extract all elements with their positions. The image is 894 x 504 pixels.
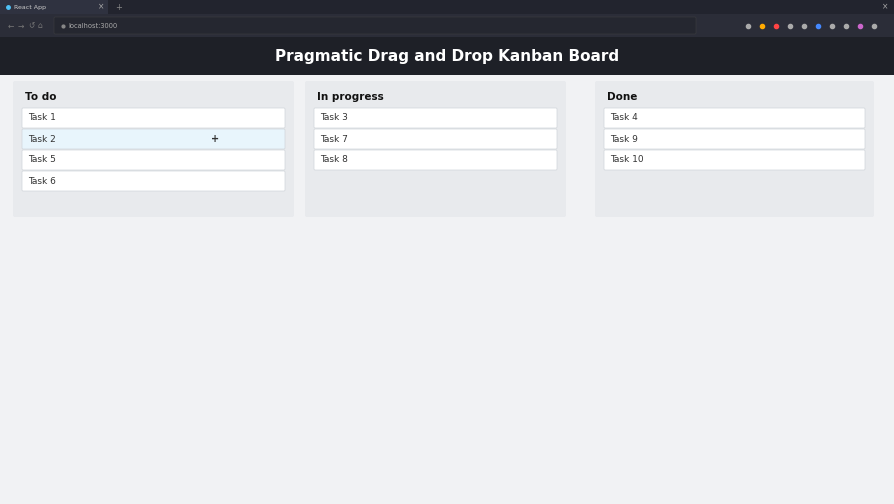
Text: Task 6: Task 6 xyxy=(28,176,55,185)
Bar xyxy=(0,0,894,14)
FancyBboxPatch shape xyxy=(22,171,284,191)
Text: To do: To do xyxy=(25,92,56,102)
Text: Task 1: Task 1 xyxy=(28,113,55,122)
Text: Task 3: Task 3 xyxy=(320,113,348,122)
Text: ←: ← xyxy=(8,22,14,31)
Text: Task 10: Task 10 xyxy=(610,156,643,164)
Text: React App: React App xyxy=(14,5,46,10)
FancyBboxPatch shape xyxy=(595,81,873,217)
FancyBboxPatch shape xyxy=(54,17,696,34)
FancyBboxPatch shape xyxy=(603,129,864,149)
FancyBboxPatch shape xyxy=(305,81,565,217)
Text: localhost:3000: localhost:3000 xyxy=(68,23,117,29)
Text: ↺: ↺ xyxy=(28,22,34,31)
FancyBboxPatch shape xyxy=(22,108,284,128)
Bar xyxy=(0,0,108,14)
Text: ⌂: ⌂ xyxy=(38,22,43,31)
FancyBboxPatch shape xyxy=(314,108,556,128)
Bar xyxy=(0,75,894,504)
Bar xyxy=(0,37,894,75)
FancyBboxPatch shape xyxy=(603,108,864,128)
Text: +: + xyxy=(114,3,122,12)
FancyBboxPatch shape xyxy=(22,150,284,170)
Text: Pragmatic Drag and Drop Kanban Board: Pragmatic Drag and Drop Kanban Board xyxy=(275,48,619,64)
FancyBboxPatch shape xyxy=(13,81,293,217)
Text: ×: × xyxy=(881,3,888,12)
Text: ×: × xyxy=(97,3,105,12)
Text: In progress: In progress xyxy=(316,92,384,102)
Text: +: + xyxy=(211,134,219,144)
Text: Task 4: Task 4 xyxy=(610,113,637,122)
Text: Task 7: Task 7 xyxy=(320,135,348,144)
FancyBboxPatch shape xyxy=(314,150,556,170)
FancyBboxPatch shape xyxy=(603,150,864,170)
FancyBboxPatch shape xyxy=(22,129,284,149)
Text: →: → xyxy=(18,22,24,31)
Text: Task 9: Task 9 xyxy=(610,135,637,144)
Text: Task 8: Task 8 xyxy=(320,156,348,164)
FancyBboxPatch shape xyxy=(314,129,556,149)
Bar xyxy=(0,14,894,37)
Text: Task 5: Task 5 xyxy=(28,156,55,164)
Text: Task 2: Task 2 xyxy=(28,135,55,144)
Text: Done: Done xyxy=(606,92,637,102)
